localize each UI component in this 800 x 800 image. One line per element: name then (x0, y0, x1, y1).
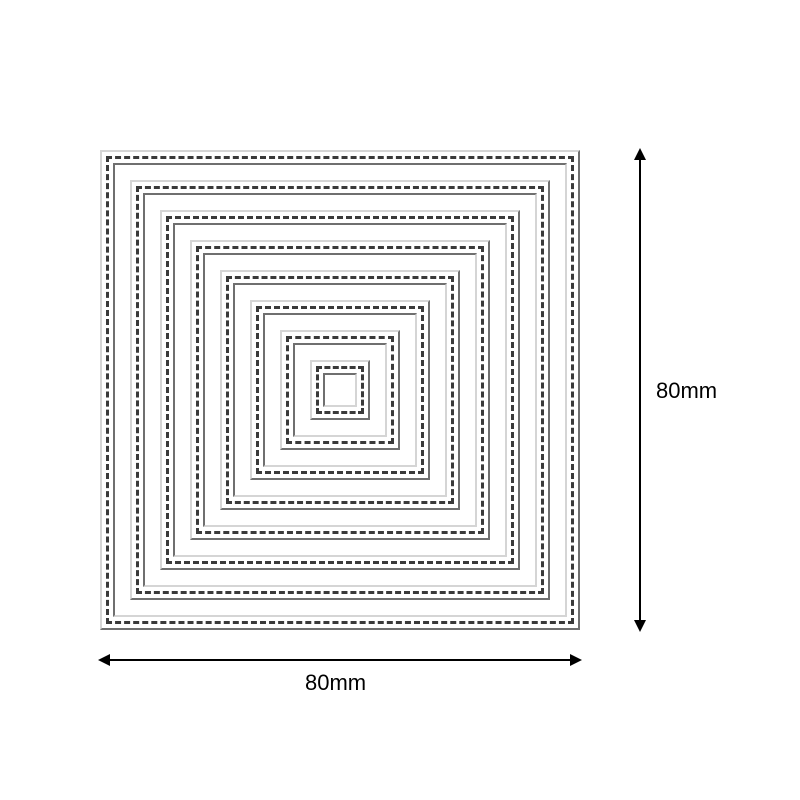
width-label: 80mm (305, 670, 366, 696)
height-arrow-down-icon (634, 620, 646, 632)
width-dimension-line (100, 659, 580, 661)
height-label: 80mm (656, 378, 717, 404)
width-arrow-left-icon (98, 654, 110, 666)
canvas: 80mm 80mm (0, 0, 800, 800)
height-arrow-up-icon (634, 148, 646, 160)
height-dimension-line (639, 150, 641, 630)
width-arrow-right-icon (570, 654, 582, 666)
frame-8 (310, 360, 370, 420)
frame-inner-edge (323, 373, 357, 407)
